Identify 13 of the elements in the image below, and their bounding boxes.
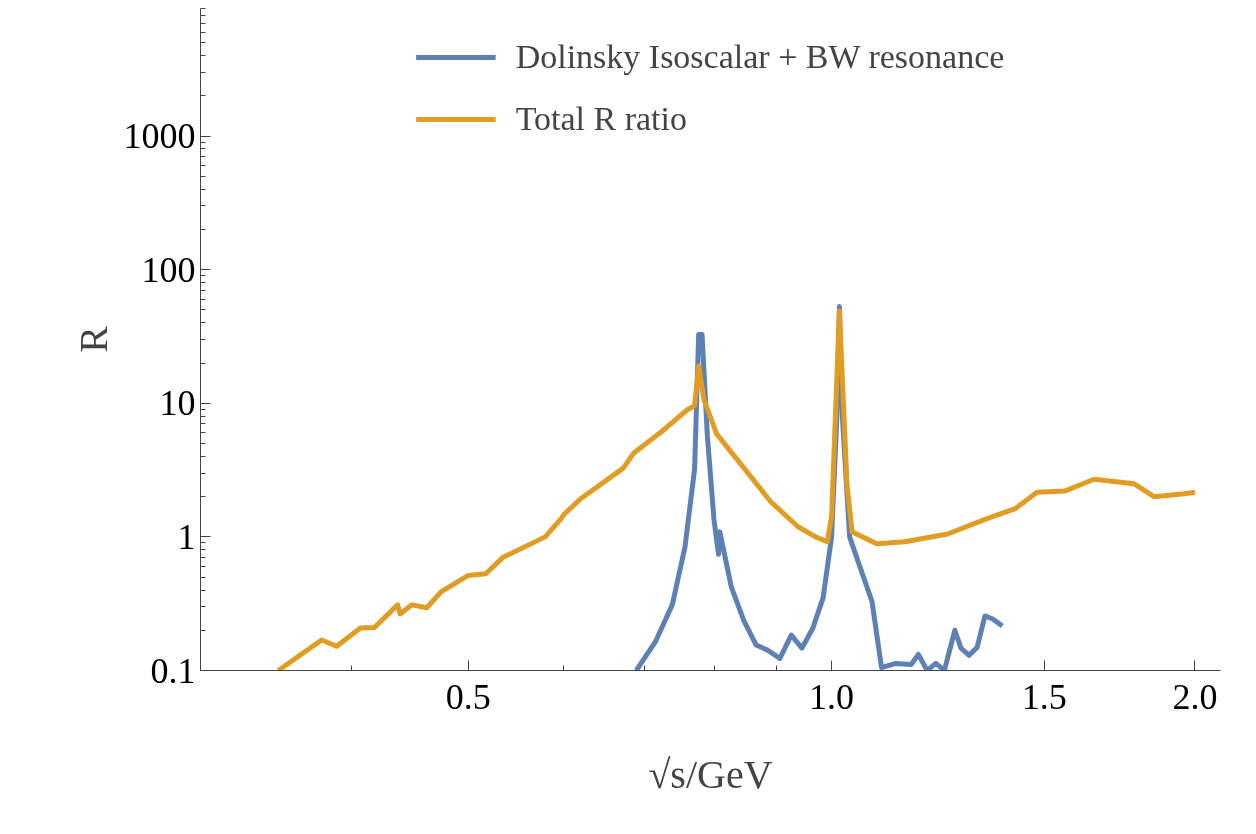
legend-label: Total R ratio (515, 100, 687, 138)
y-axis-title: R (70, 325, 116, 353)
x-axis-title: √s/GeV (648, 751, 773, 797)
y-tick-label: 1 (177, 516, 196, 557)
x-tick-label: 0.5 (445, 676, 491, 717)
y-tick-label: 10 (159, 383, 196, 424)
x-tick-label: 1.0 (809, 676, 855, 717)
y-tick-label: 0.1 (150, 650, 196, 691)
x-tick-label: 2.0 (1172, 676, 1218, 717)
y-tick-label: 100 (141, 249, 196, 290)
legend-label: Dolinsky Isoscalar + BW resonance (515, 38, 1005, 76)
x-tick-label: 1.5 (1021, 676, 1067, 717)
y-tick-label: 1000 (123, 116, 196, 157)
